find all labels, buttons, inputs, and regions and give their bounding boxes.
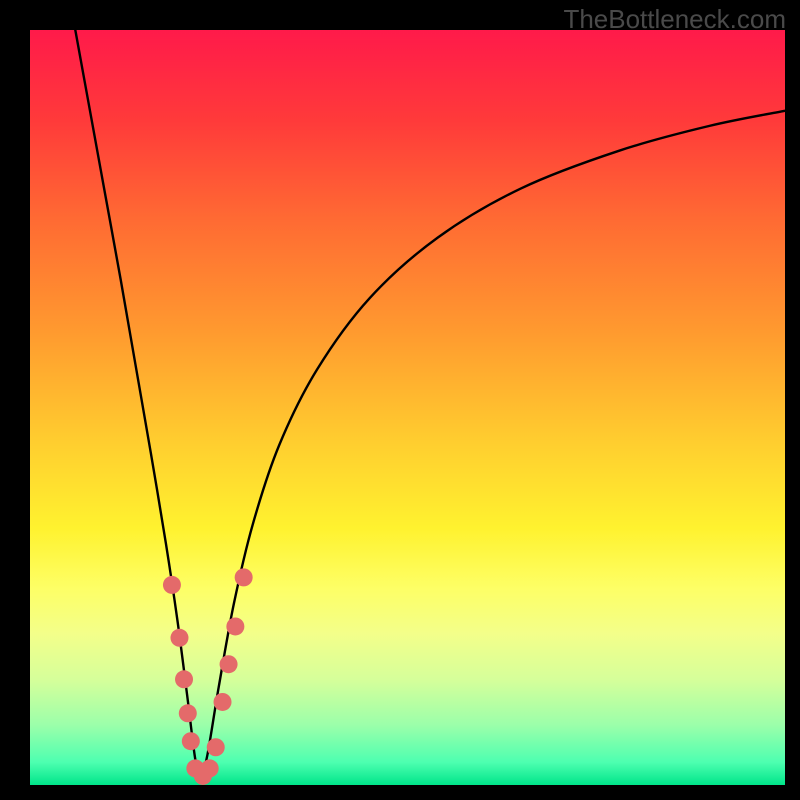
plot-area	[30, 30, 785, 785]
data-marker	[220, 655, 238, 673]
data-marker	[235, 568, 253, 586]
v-curve-right	[200, 111, 785, 783]
data-marker	[207, 738, 225, 756]
data-marker	[214, 693, 232, 711]
data-marker	[170, 629, 188, 647]
v-curve-left	[75, 30, 200, 783]
data-marker	[201, 759, 219, 777]
data-marker	[175, 670, 193, 688]
watermark-text: TheBottleneck.com	[563, 4, 786, 35]
data-marker	[163, 576, 181, 594]
data-marker	[226, 617, 244, 635]
data-marker	[179, 704, 197, 722]
data-marker	[182, 732, 200, 750]
curve-layer	[30, 30, 785, 785]
chart-container: TheBottleneck.com	[0, 0, 800, 800]
